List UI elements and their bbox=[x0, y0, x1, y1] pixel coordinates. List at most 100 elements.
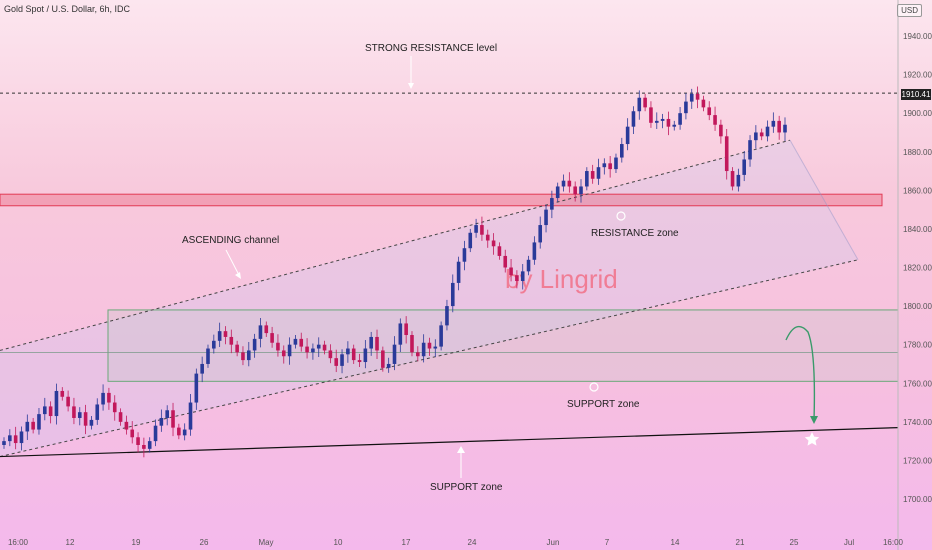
candle-body bbox=[503, 255, 508, 268]
candle-body bbox=[252, 338, 257, 351]
candle-body bbox=[316, 344, 321, 349]
candle-body bbox=[142, 444, 146, 449]
candle-body bbox=[177, 427, 181, 436]
x-tick-label: 12 bbox=[66, 538, 75, 547]
candle-body bbox=[736, 174, 741, 187]
candle-body bbox=[567, 180, 572, 187]
candle-body bbox=[689, 93, 694, 102]
candle-body bbox=[346, 348, 350, 355]
y-tick-label: 1780.00 bbox=[903, 341, 932, 350]
candle-body bbox=[410, 335, 414, 353]
candle-body bbox=[83, 412, 88, 426]
candle-body bbox=[112, 402, 117, 413]
candle-body bbox=[188, 402, 193, 430]
candle-body bbox=[328, 350, 333, 359]
candle-body bbox=[555, 186, 560, 199]
candle-body bbox=[147, 441, 152, 449]
candle-body bbox=[159, 417, 164, 426]
candle-body bbox=[31, 421, 35, 430]
candle-body bbox=[235, 344, 239, 353]
annotations-layer: STRONG RESISTANCE level ASCENDING channe… bbox=[182, 43, 679, 493]
candle-body bbox=[672, 124, 677, 127]
x-tick-label: 14 bbox=[671, 538, 680, 547]
candle-body bbox=[544, 209, 548, 226]
x-tick-label: 26 bbox=[200, 538, 209, 547]
candle-body bbox=[497, 246, 502, 256]
y-tick-label: 1860.00 bbox=[903, 186, 932, 195]
candle-body bbox=[276, 342, 280, 351]
channel-end-line bbox=[789, 139, 859, 261]
candle-body bbox=[730, 171, 735, 187]
y-tick-label: 1720.00 bbox=[903, 456, 932, 465]
time-axis: 16:00 12 19 26 May 10 17 24 Jun 7 14 21 25 Jul 16:00 bbox=[8, 538, 904, 547]
x-tick-label: 17 bbox=[402, 538, 411, 547]
candle-body bbox=[608, 163, 612, 170]
candle-body bbox=[72, 406, 76, 418]
channel-arrowhead bbox=[235, 272, 241, 279]
candle-body bbox=[305, 346, 309, 353]
candle-body bbox=[118, 412, 123, 422]
candle-body bbox=[596, 167, 601, 179]
candle-body bbox=[13, 435, 18, 444]
candle-body bbox=[439, 325, 443, 347]
candle-body bbox=[742, 159, 747, 175]
candle-body bbox=[427, 342, 432, 349]
candle-body bbox=[77, 412, 82, 418]
y-tick-label: 1920.00 bbox=[903, 71, 932, 80]
candle-body bbox=[777, 120, 781, 133]
support-zone-lower-label: SUPPORT zone bbox=[430, 482, 503, 493]
support-lower-arrowhead bbox=[457, 446, 465, 453]
candle-body bbox=[765, 126, 770, 137]
candle-body bbox=[532, 242, 537, 260]
candle-body bbox=[515, 275, 519, 282]
candle-body bbox=[351, 348, 356, 361]
candle-body bbox=[643, 97, 647, 108]
candle-body bbox=[8, 435, 12, 442]
candle-body bbox=[89, 419, 94, 426]
x-tick-label: 10 bbox=[334, 538, 343, 547]
candle-body bbox=[334, 358, 339, 366]
candle-body bbox=[579, 186, 583, 195]
candle-body bbox=[223, 331, 228, 337]
ascending-channel-label: ASCENDING channel bbox=[182, 235, 279, 246]
candle-body bbox=[620, 144, 624, 158]
candle-body bbox=[625, 126, 630, 145]
candle-body bbox=[19, 431, 24, 444]
candle-body bbox=[2, 441, 6, 445]
x-tick-label: 24 bbox=[468, 538, 477, 547]
candle-body bbox=[631, 111, 636, 127]
support-zone-upper-label: SUPPORT zone bbox=[567, 399, 640, 410]
candle-body bbox=[293, 338, 298, 345]
candle-body bbox=[246, 350, 251, 361]
candle-body bbox=[480, 225, 484, 235]
x-tick-label: Jul bbox=[844, 538, 854, 547]
strong-resistance-arrowhead bbox=[408, 83, 414, 89]
y-tick-label: 1880.00 bbox=[903, 148, 932, 157]
candle-body bbox=[392, 344, 397, 364]
y-tick-label: 1700.00 bbox=[903, 495, 932, 504]
x-tick-label: Jun bbox=[547, 538, 560, 547]
currency-button[interactable]: USD bbox=[897, 4, 922, 17]
candle-body bbox=[666, 118, 671, 127]
candle-body bbox=[468, 232, 473, 249]
candle-body bbox=[357, 360, 362, 363]
candle-body bbox=[649, 107, 653, 123]
candle-body bbox=[42, 406, 47, 415]
candle-body bbox=[660, 118, 665, 121]
candle-body bbox=[561, 180, 566, 187]
support-trendline bbox=[0, 427, 899, 458]
candle-body bbox=[462, 248, 467, 262]
y-tick-label: 1900.00 bbox=[903, 109, 932, 118]
candle-body bbox=[281, 350, 286, 357]
x-tick-label: 25 bbox=[790, 538, 799, 547]
x-tick-label: May bbox=[258, 538, 273, 547]
target-star-icon bbox=[804, 432, 820, 446]
candle-body bbox=[37, 414, 41, 430]
candle-body bbox=[136, 437, 140, 445]
candle-body bbox=[450, 282, 455, 307]
candle-body bbox=[363, 348, 368, 363]
candle-body bbox=[433, 346, 438, 349]
channel-lower-line bbox=[0, 259, 859, 458]
candle-body bbox=[713, 115, 717, 125]
